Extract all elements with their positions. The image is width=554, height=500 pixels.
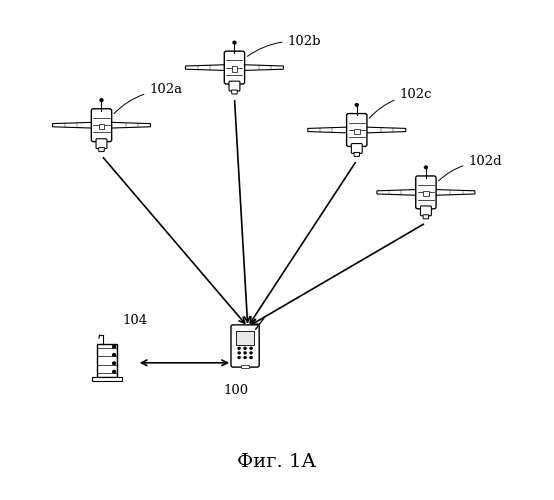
Bar: [236, 330, 254, 345]
FancyBboxPatch shape: [96, 139, 107, 148]
Text: 102c: 102c: [369, 88, 432, 118]
Circle shape: [355, 104, 358, 106]
FancyBboxPatch shape: [91, 109, 112, 142]
FancyBboxPatch shape: [231, 325, 259, 367]
Bar: [354, 128, 360, 134]
Polygon shape: [423, 215, 429, 219]
Polygon shape: [308, 127, 348, 133]
FancyBboxPatch shape: [416, 176, 436, 209]
Polygon shape: [434, 190, 475, 196]
FancyBboxPatch shape: [224, 51, 245, 84]
Circle shape: [250, 352, 252, 354]
Circle shape: [112, 345, 116, 348]
Circle shape: [238, 348, 240, 350]
Polygon shape: [243, 64, 284, 70]
Text: Фиг. 1А: Фиг. 1А: [238, 453, 316, 471]
Circle shape: [424, 166, 427, 168]
Circle shape: [244, 352, 246, 354]
FancyBboxPatch shape: [420, 206, 432, 216]
Circle shape: [112, 362, 116, 364]
FancyBboxPatch shape: [351, 144, 362, 154]
Circle shape: [238, 352, 240, 354]
FancyBboxPatch shape: [229, 81, 240, 91]
Text: 104: 104: [123, 314, 148, 327]
Circle shape: [233, 41, 236, 44]
Circle shape: [238, 356, 240, 358]
Circle shape: [112, 354, 116, 356]
Text: 102b: 102b: [247, 36, 321, 56]
Polygon shape: [53, 122, 94, 128]
Bar: [232, 66, 237, 71]
Polygon shape: [99, 148, 104, 152]
Polygon shape: [232, 90, 237, 94]
Bar: [97, 344, 117, 377]
Bar: [92, 377, 122, 381]
Circle shape: [112, 370, 116, 373]
Polygon shape: [354, 152, 360, 156]
Polygon shape: [377, 190, 418, 196]
Bar: [99, 124, 104, 129]
Bar: [423, 191, 429, 196]
Text: 102d: 102d: [439, 156, 502, 181]
Text: 100: 100: [224, 384, 249, 398]
Circle shape: [250, 356, 252, 358]
Bar: [242, 365, 249, 368]
FancyBboxPatch shape: [347, 114, 367, 146]
Circle shape: [250, 348, 252, 350]
Circle shape: [244, 348, 246, 350]
Polygon shape: [365, 127, 406, 133]
Circle shape: [100, 99, 103, 102]
Circle shape: [244, 356, 246, 358]
Polygon shape: [186, 64, 227, 70]
Polygon shape: [110, 122, 151, 128]
Text: 102a: 102a: [114, 84, 182, 114]
